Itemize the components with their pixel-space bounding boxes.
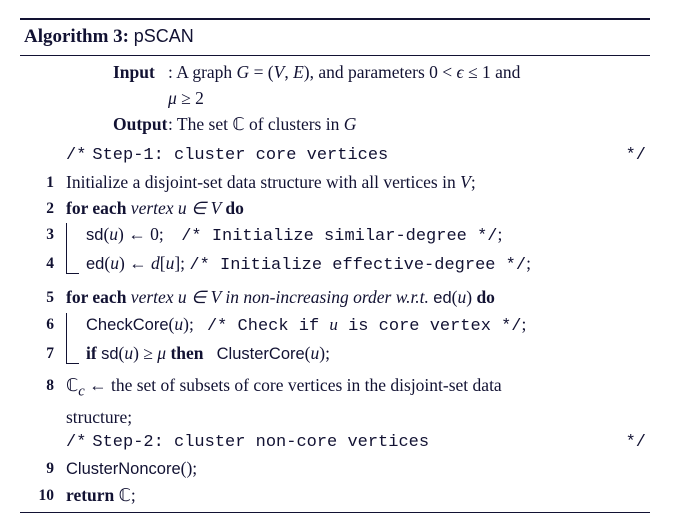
line-2: 2 for each vertex u ∈ V do — [20, 195, 650, 221]
if-keyword: if — [86, 343, 97, 363]
lineno: 8 — [20, 372, 66, 397]
comment-close: */ — [626, 430, 650, 456]
line-5: 5 for each vertex u ∈ V in non-increasin… — [20, 284, 650, 311]
algorithm-title-row: Algorithm 3: pSCAN — [20, 20, 650, 55]
output-keyword: Output — [113, 111, 168, 137]
do-keyword: do — [225, 198, 243, 218]
line-6: 6 CheckCore(u); /* Check if u is core ve… — [20, 311, 650, 340]
algorithm-block: Algorithm 3: pSCAN Input: A graph G = (V… — [20, 18, 650, 513]
line-10: 10 return ℂ; — [20, 482, 650, 508]
input-row: Input: A graph G = (V, E), and parameter… — [20, 59, 650, 85]
then-keyword: then — [170, 343, 203, 363]
line-4: 4 ed(u) ← d[u]; /* Initialize effective-… — [20, 250, 650, 279]
if-cond: sd(u) ≥ μ — [101, 343, 170, 363]
lineno: 9 — [20, 455, 66, 480]
comment-open: /* — [66, 143, 86, 169]
l4-comment: /* Initialize effective-degree */ — [189, 256, 526, 275]
return-keyword: return — [66, 485, 114, 505]
for-keyword: for each — [66, 198, 126, 218]
comment-close: */ — [626, 143, 650, 169]
output-row: Output: The set ℂ of clusters in G — [20, 111, 650, 137]
line-8-cont-text: structure; — [66, 407, 132, 427]
for-cond: vertex u ∈ V in non-increasing order w.r… — [131, 287, 434, 307]
line-8: 8 ℂc ← the set of subsets of core vertic… — [20, 372, 650, 403]
comment-open: /* — [66, 430, 86, 456]
algorithm-label: Algorithm 3: — [24, 26, 129, 47]
output-text: : The set ℂ of clusters in G — [168, 114, 356, 134]
line-7: 7 if sd(u) ≥ μ then ClusterCore(u); — [20, 340, 650, 367]
lineno: 4 — [20, 250, 66, 275]
return-val: ℂ; — [119, 485, 136, 505]
line-1-text: Initialize a disjoint-set data structure… — [66, 172, 476, 192]
line-9: 9 ClusterNoncore(); — [20, 455, 650, 482]
for-cond: vertex u ∈ V — [131, 198, 226, 218]
lineno: 6 — [20, 311, 66, 336]
algorithm-body: Input: A graph G = (V, E), and parameter… — [20, 56, 650, 513]
lineno: 5 — [20, 284, 66, 309]
l3-stmt: sd — [86, 226, 103, 244]
lineno: 7 — [20, 340, 66, 365]
for-keyword: for each — [66, 287, 126, 307]
line-9-text: ClusterNoncore — [66, 460, 181, 478]
line-1: 1 Initialize a disjoint-set data structu… — [20, 169, 650, 195]
comment-text: Step-2: cluster non-core vertices — [86, 430, 625, 456]
l4-stmt: ed — [86, 255, 104, 273]
line-8-text: ℂc ← the set of subsets of core vertices… — [66, 375, 502, 395]
input-cont: μ ≥ 2 — [168, 88, 204, 108]
line-3: 3 sd(u) ← 0; /* Initialize similar-degre… — [20, 221, 650, 250]
l6-call: CheckCore — [86, 316, 169, 334]
lineno: 2 — [20, 195, 66, 220]
input-keyword: Input — [113, 59, 168, 85]
l6-comment: /* Check if u is core vertex */ — [207, 317, 522, 336]
step2-comment: /* Step-2: cluster non-core vertices */ — [20, 430, 650, 456]
input-row-cont: μ ≥ 2 — [20, 85, 650, 111]
lineno: 10 — [20, 482, 66, 507]
lineno: 1 — [20, 169, 66, 194]
lineno: 3 — [20, 221, 66, 246]
algorithm-name: pSCAN — [134, 26, 194, 46]
step1-comment: /* Step-1: cluster core vertices */ — [20, 143, 650, 169]
do-keyword: do — [476, 287, 494, 307]
input-text: : A graph G = (V, E), and parameters 0 <… — [168, 62, 520, 82]
bottom-rule — [20, 512, 650, 513]
l3-comment: /* Initialize similar-degree */ — [181, 227, 497, 246]
line-8-cont: structure; — [20, 404, 650, 430]
comment-text: Step-1: cluster core vertices — [86, 143, 625, 169]
